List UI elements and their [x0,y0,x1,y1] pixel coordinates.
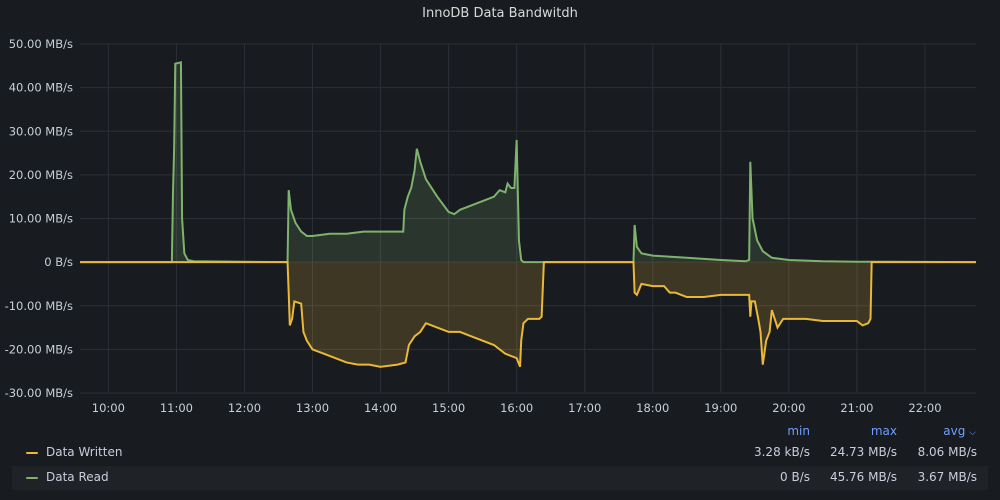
legend-header-avg[interactable]: avg ⌵ [943,424,976,438]
x-tick-label: 22:00 [908,401,941,415]
y-tick-label: -30.00 MB/s [5,386,73,400]
legend-swatch-icon [26,452,38,454]
chevron-down-icon: ⌵ [969,428,976,438]
legend-swatch-icon [26,477,38,479]
series-area-data-read [80,62,976,263]
legend-series-name[interactable]: Data Read [46,470,109,484]
legend-value-min: 0 B/s [780,470,810,484]
x-tick-label: 15:00 [432,401,465,415]
x-axis: 10:00 11:00 12:00 13:00 14:00 15:00 16:00 17:00… [92,401,942,415]
legend-value-avg: 3.67 MB/s [917,470,977,484]
legend-value-max: 45.76 MB/s [829,470,897,484]
x-tick-label: 21:00 [840,401,873,415]
legend-value-max: 24.73 MB/s [829,445,897,459]
y-tick-label: 30.00 MB/s [9,124,73,138]
legend-header-max[interactable]: max [870,424,897,438]
x-tick-label: 13:00 [296,401,329,415]
y-axis: 50.00 MB/s 40.00 MB/s 30.00 MB/s 20.00 MB/s… [5,37,73,400]
x-tick-label: 18:00 [636,401,669,415]
y-tick-label: 10.00 MB/s [9,212,73,226]
x-tick-label: 19:00 [704,401,737,415]
series-line-data-read [80,61,977,264]
series-area-data-written [80,262,976,367]
x-tick-label: 17:00 [568,401,601,415]
legend-header-avg-label: avg [943,424,966,438]
series-line-data-written [80,261,976,368]
legend-row-data-written[interactable]: Data Written 3.28 kB/s 24.73 MB/s 8.06 M… [12,441,988,465]
chart-grid [80,43,976,394]
legend-row-data-read[interactable]: Data Read 0 B/s 45.76 MB/s 3.67 MB/s [12,466,988,490]
panel-title: InnoDB Data Bandwitdh [422,6,578,21]
x-tick-label: 14:00 [364,401,397,415]
y-tick-label: 20.00 MB/s [9,168,73,182]
x-tick-label: 12:00 [228,401,261,415]
chart-plot: 50.00 MB/s 40.00 MB/s 30.00 MB/s 20.00 MB/s… [5,37,977,415]
x-tick-label: 10:00 [92,401,125,415]
y-tick-label: -20.00 MB/s [5,342,73,356]
x-tick-label: 16:00 [500,401,533,415]
legend-value-avg: 8.06 MB/s [917,445,977,459]
x-tick-label: 11:00 [160,401,193,415]
legend-header: min max avg ⌵ [0,424,1000,440]
chart-series [80,61,977,368]
legend-header-min[interactable]: min [787,424,810,438]
y-tick-label: 40.00 MB/s [9,81,73,95]
x-tick-label: 20:00 [772,401,805,415]
y-tick-label: 0 B/s [44,255,73,269]
y-tick-label: -10.00 MB/s [5,299,73,313]
y-tick-label: 50.00 MB/s [9,37,73,51]
legend-series-name[interactable]: Data Written [46,445,123,459]
legend-value-min: 3.28 kB/s [753,445,810,459]
